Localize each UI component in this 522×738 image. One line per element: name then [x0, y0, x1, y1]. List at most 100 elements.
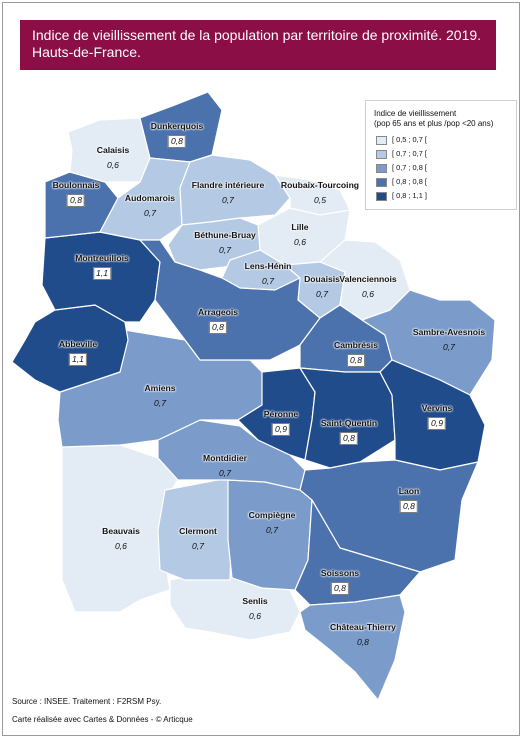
- label-clermont: Clermont 0,7: [179, 526, 217, 554]
- map-title: Indice de vieillissement de la populatio…: [20, 20, 496, 70]
- legend-row: [ 0,7 ; 0,7 [: [376, 149, 427, 159]
- label-name: Béthune-Bruay: [194, 230, 256, 240]
- label-senlis: Senlis 0,6: [242, 596, 267, 624]
- legend-row: [ 0,5 ; 0,7 [: [376, 135, 427, 145]
- region-chateau-thierry: [299, 594, 406, 701]
- legend-title-line-2: (pop 65 ans et plus /pop <20 ans): [374, 118, 494, 128]
- label-name: Dunkerquois: [150, 121, 204, 131]
- legend-label: [ 0,7 ; 0,8 [: [392, 163, 427, 172]
- label-value: 0,7: [262, 276, 274, 286]
- legend-title: Indice de vieillissement (pop 65 ans et …: [374, 109, 493, 128]
- legend-swatch: [376, 163, 387, 173]
- label-name: Sambre-Avesnois: [412, 327, 486, 337]
- label-name: Arrageois: [197, 307, 239, 317]
- title-line-2: Hauts-de-France.: [32, 44, 141, 60]
- label-name: Beauvais: [102, 526, 140, 536]
- map-legend: Indice de vieillissement (pop 65 ans et …: [365, 100, 517, 210]
- label-value: 0,8: [340, 432, 358, 445]
- label-value: 0,7: [443, 342, 455, 352]
- label-value: 0,8: [400, 500, 418, 513]
- region-abbeville: [11, 304, 129, 393]
- label-name: Laon: [398, 486, 420, 496]
- label-peronne: Péronne 0,9: [264, 409, 298, 437]
- label-value: 0,8: [331, 582, 349, 595]
- label-name: Abbeville: [58, 339, 98, 349]
- legend-swatch: [376, 191, 387, 201]
- label-value: 0,8: [357, 637, 369, 647]
- label-name: Saint-Quentin: [320, 418, 378, 428]
- label-saint-quentin: Saint-Quentin 0,8: [321, 418, 377, 446]
- label-value: 0,9: [428, 417, 446, 430]
- label-value: 0,6: [249, 611, 261, 621]
- region-arrageois: [139, 239, 321, 361]
- label-lens-henin: Lens-Hénin 0,7: [245, 261, 292, 289]
- label-bethune-bruay: Béthune-Bruay 0,7: [194, 230, 256, 258]
- label-value: 0,7: [219, 245, 231, 255]
- label-beauvais: Beauvais 0,6: [102, 526, 140, 554]
- label-name: Flandre intérieure: [191, 180, 265, 190]
- legend-row: [ 0,8 ; 1,1 ]: [376, 191, 427, 201]
- label-montreuillois: Montreuillois 1,1: [75, 253, 129, 281]
- label-value: 0,9: [272, 423, 290, 436]
- label-name: Lens-Hénin: [244, 261, 292, 271]
- label-sambre-avesnois: Sambre-Avesnois 0,7: [413, 327, 485, 355]
- label-soissons: Soissons 0,8: [321, 568, 359, 596]
- label-name: Compiègne: [248, 510, 296, 520]
- label-value: 1,1: [93, 267, 111, 280]
- label-name: Audomarois: [124, 193, 176, 203]
- label-value: 0,7: [316, 289, 328, 299]
- label-value: 0,6: [107, 160, 119, 170]
- label-cambresis: Cambrésis 0,8: [334, 340, 378, 368]
- label-compiegne: Compiègne 0,7: [249, 510, 296, 538]
- label-roubaix-tourcoing: Roubaix-Tourcoing 0,5: [281, 180, 359, 208]
- legend-row: [ 0,8 ; 0,8 [: [376, 177, 427, 187]
- legend-swatch: [376, 135, 387, 145]
- label-boulonnais: Boulonnais 0,8: [52, 180, 100, 208]
- label-douaisis: Douaisis 0,7: [304, 274, 340, 302]
- label-value: 0,7: [154, 398, 166, 408]
- label-value: 0,7: [192, 541, 204, 551]
- legend-label: [ 0,7 ; 0,7 [: [392, 149, 427, 158]
- legend-title-line-1: Indice de vieillissement: [374, 109, 457, 118]
- label-name: Boulonnais: [52, 180, 100, 190]
- label-dunkerquois: Dunkerquois 0,8: [150, 121, 204, 149]
- label-name: Montdidier: [203, 453, 247, 463]
- label-name: Douaisis: [304, 274, 340, 284]
- legend-label: [ 0,8 ; 1,1 ]: [392, 191, 427, 200]
- label-chateau-thierry: Château-Thierry 0,8: [330, 622, 396, 650]
- region-flandre-interieure: [179, 154, 291, 226]
- label-value: 0,6: [362, 289, 374, 299]
- legend-label: [ 0,5 ; 0,7 [: [392, 135, 427, 144]
- label-abbeville: Abbeville 1,1: [59, 339, 97, 367]
- label-value: 0,7: [222, 195, 234, 205]
- label-laon: Laon 0,8: [398, 486, 420, 514]
- label-amiens: Amiens 0,7: [144, 383, 175, 411]
- legend-label: [ 0,8 ; 0,8 [: [392, 177, 427, 186]
- label-value: 0,5: [314, 195, 326, 205]
- label-calaisis: Calaisis 0,6: [97, 145, 130, 173]
- label-name: Clermont: [179, 526, 217, 536]
- label-name: Calaisis: [96, 145, 130, 155]
- legend-swatch: [376, 149, 387, 159]
- label-value: 0,8: [209, 321, 227, 334]
- legend-row: [ 0,7 ; 0,8 [: [376, 163, 427, 173]
- label-value: 0,6: [115, 541, 127, 551]
- label-lille: Lille 0,6: [291, 222, 308, 250]
- label-valenciennois: Valenciennois 0,6: [339, 274, 396, 302]
- label-vervins: Vervins 0,9: [421, 403, 453, 431]
- label-value: 0,6: [294, 237, 306, 247]
- region-sambre-avesnois: [361, 289, 496, 396]
- label-name: Soissons: [320, 568, 360, 578]
- label-name: Senlis: [242, 596, 268, 606]
- label-name: Roubaix-Tourcoing: [280, 180, 360, 190]
- credit-note: Carte réalisée avec Cartes & Données - ©…: [12, 715, 193, 724]
- label-value: 0,7: [266, 525, 278, 535]
- label-value: 1,1: [69, 353, 87, 366]
- label-name: Vervins: [421, 403, 453, 413]
- label-name: Valenciennois: [339, 274, 397, 284]
- label-value: 0,8: [67, 194, 85, 207]
- label-name: Péronne: [263, 409, 299, 419]
- label-flandre-interieure: Flandre intérieure 0,7: [192, 180, 265, 208]
